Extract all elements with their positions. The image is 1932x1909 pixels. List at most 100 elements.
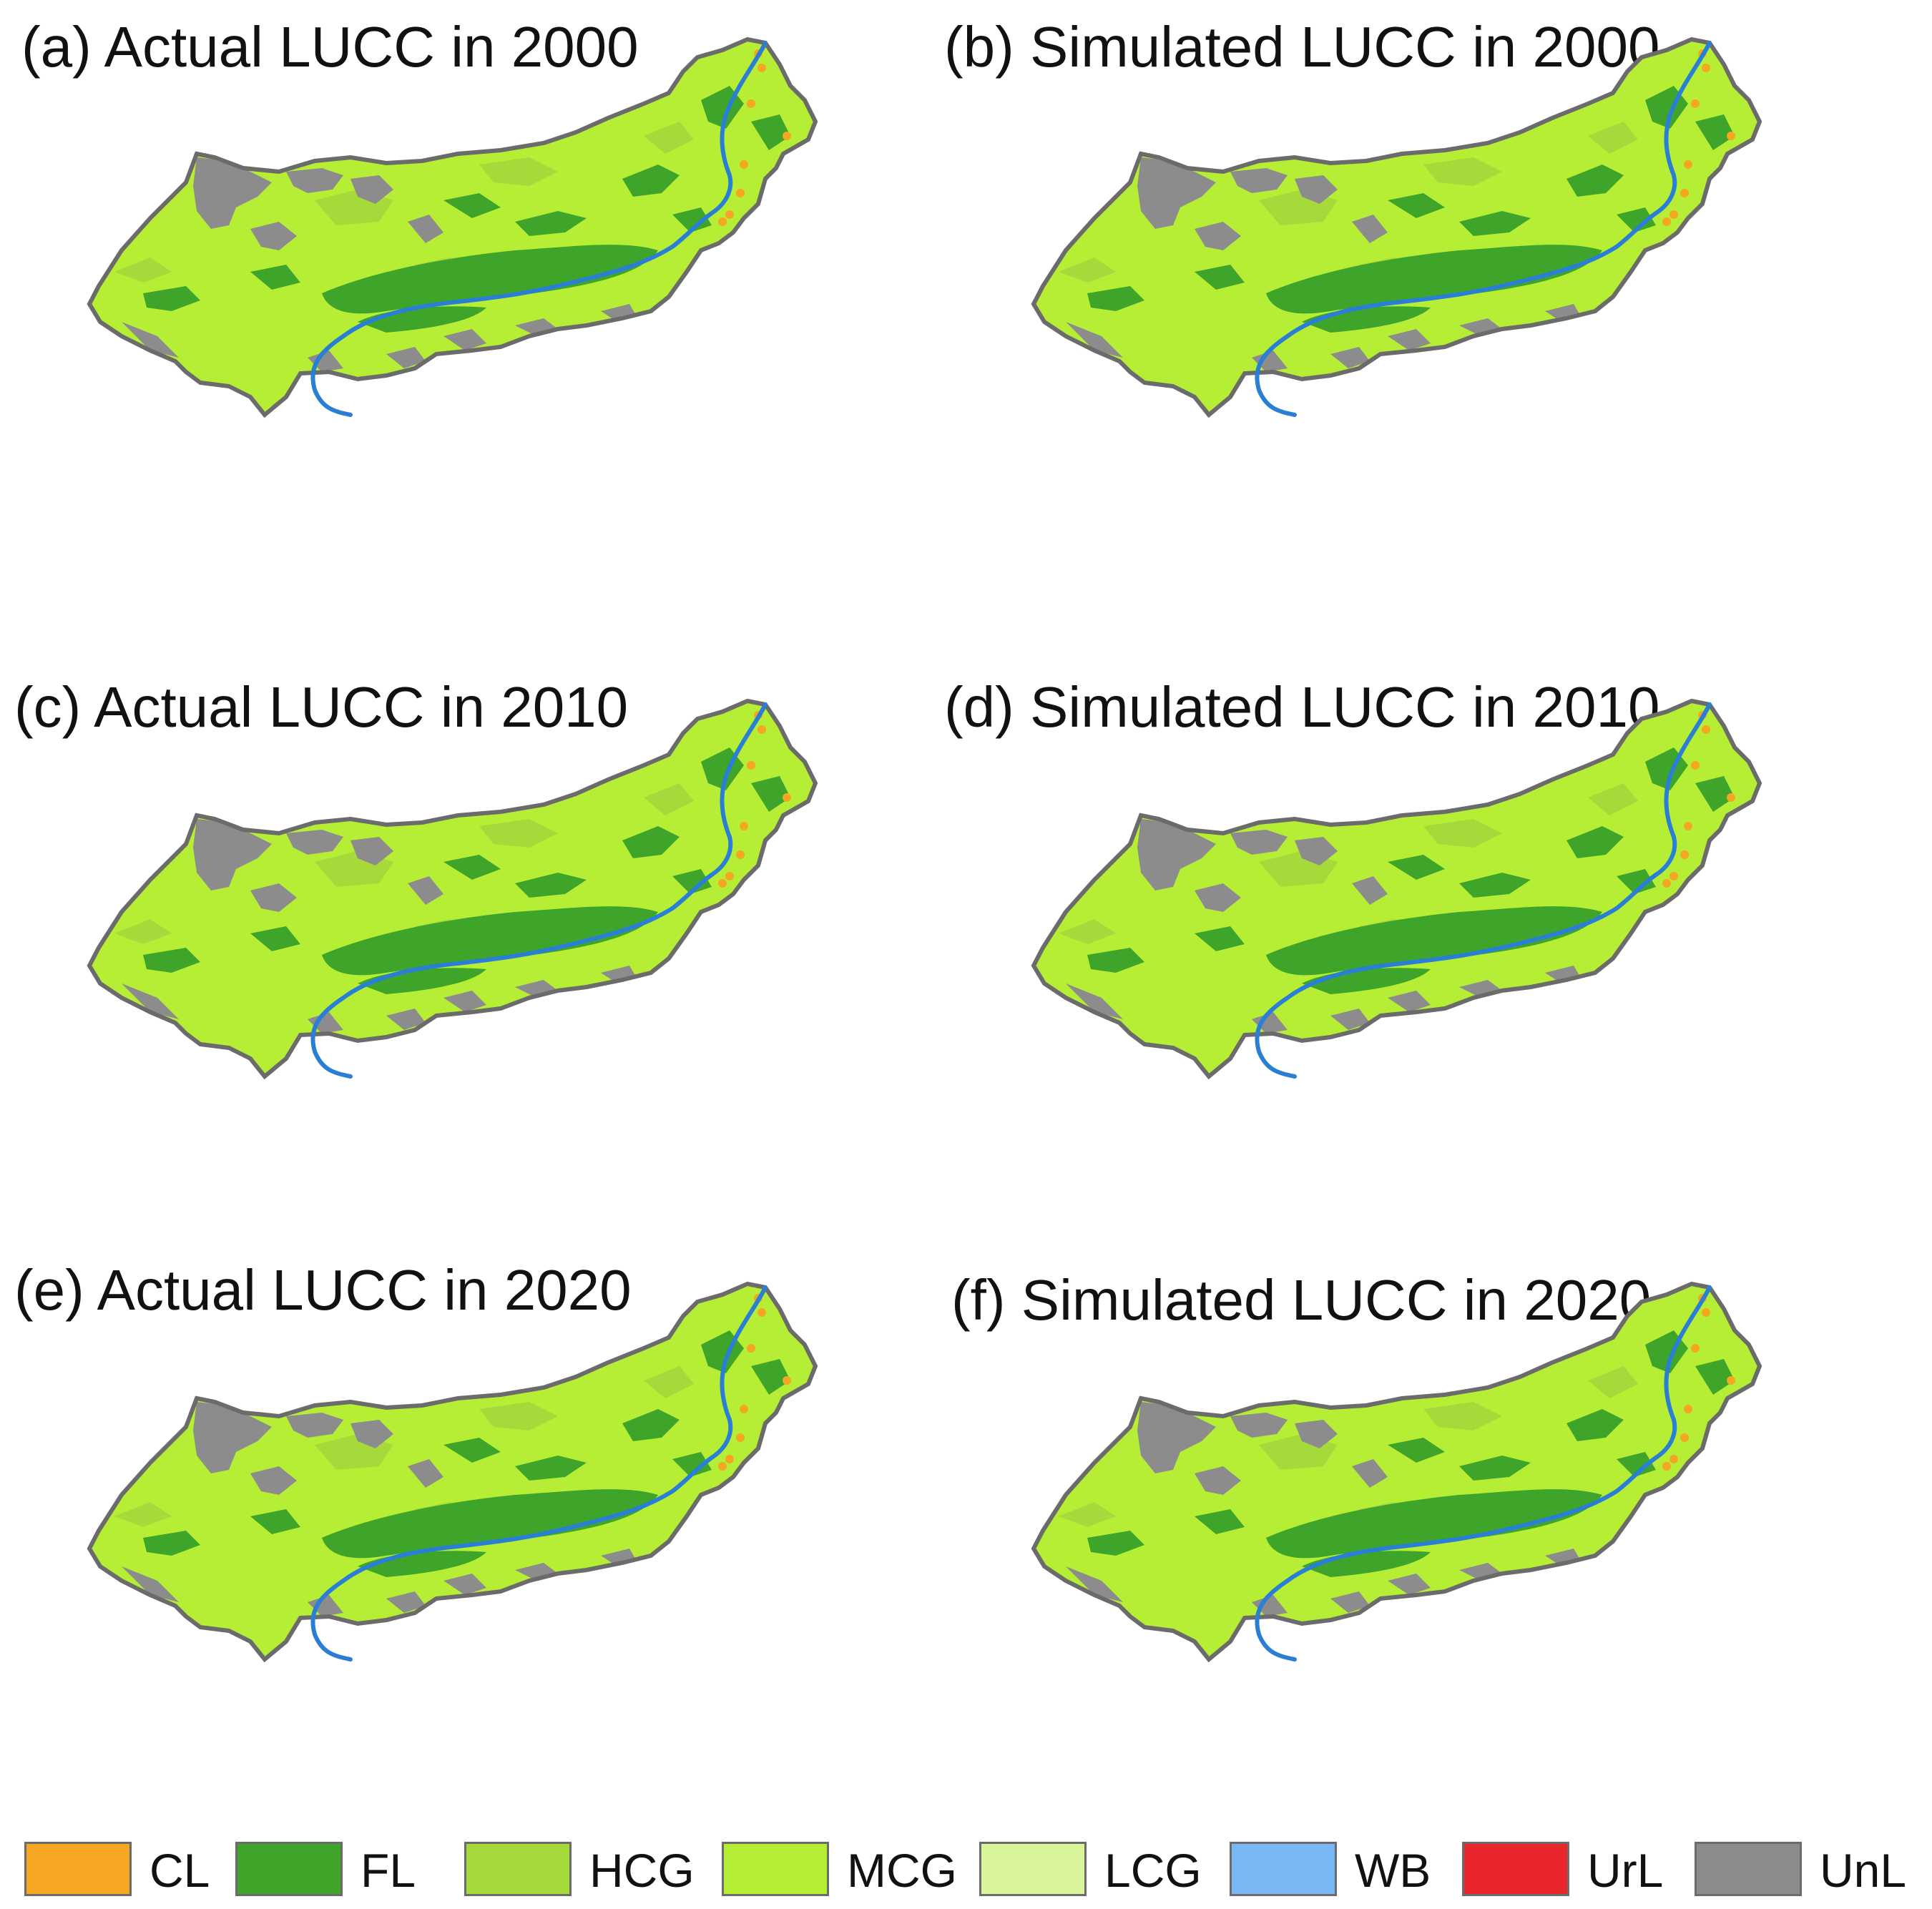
unl-patch <box>350 1420 393 1448</box>
unl-patch <box>1137 157 1216 229</box>
unl-patch <box>1388 991 1431 1012</box>
fl-patch <box>515 211 587 236</box>
hcg-patch <box>479 819 558 848</box>
cl-patch <box>736 850 745 859</box>
unl-patch <box>250 1466 297 1495</box>
fl-patch <box>1566 826 1624 858</box>
fl-patch <box>1195 926 1245 951</box>
map-layers <box>1031 698 1762 1080</box>
fl-patch <box>1695 114 1735 150</box>
fl-patch <box>572 912 622 937</box>
fl-patch <box>1617 1452 1656 1477</box>
fl-patch <box>751 1359 790 1395</box>
fl-patch <box>672 1452 712 1477</box>
fl-patch <box>515 873 587 898</box>
fl-patch <box>1195 265 1245 290</box>
cl-patch <box>725 872 734 880</box>
cl-patch <box>1702 1308 1710 1317</box>
fl-patch <box>1087 286 1144 311</box>
cl-patch <box>718 879 727 888</box>
mcg-area <box>1034 1284 1760 1659</box>
river-line <box>310 1285 768 1662</box>
unl-patch <box>1352 1459 1388 1488</box>
mcg-area <box>89 1284 815 1659</box>
basin-boundary <box>87 698 818 1080</box>
unl-patch <box>1066 1566 1123 1602</box>
unl-patch <box>193 1402 272 1473</box>
map-layers <box>87 1281 818 1663</box>
fl-patch <box>1459 1456 1531 1481</box>
hcg-patch <box>1059 1502 1116 1527</box>
lucc-map <box>87 698 818 1080</box>
fl-patch <box>622 826 680 858</box>
cl-patch <box>1662 217 1671 226</box>
fl-patch <box>672 207 712 232</box>
hcg-patch <box>1588 783 1638 815</box>
fl-patch <box>322 245 658 314</box>
fl-patch <box>143 286 200 311</box>
cl-patch <box>1680 1433 1689 1442</box>
fl-patch <box>672 869 712 894</box>
unl-patch <box>250 222 297 250</box>
cl-patch <box>725 210 734 219</box>
panel-title: (a) Actual LUCC in 2000 <box>21 15 639 79</box>
unl-patch <box>1295 1420 1338 1448</box>
unl-patch <box>1388 1574 1431 1595</box>
lucc-map <box>87 1281 818 1663</box>
cl-patch <box>1702 64 1710 72</box>
fl-patch <box>1388 855 1445 880</box>
hcg-patch <box>1588 1366 1638 1398</box>
legend-swatch <box>979 1842 1087 1896</box>
unl-patch <box>386 347 426 368</box>
fl-patch <box>622 1409 680 1441</box>
fl-patch <box>751 776 790 812</box>
cl-patch <box>1691 761 1700 770</box>
cl-patch <box>1662 879 1671 888</box>
cl-patch <box>783 793 791 802</box>
legend-swatch <box>1230 1842 1337 1896</box>
cl-patch <box>725 1455 734 1463</box>
unl-patch <box>193 819 272 890</box>
fl-patch <box>250 926 300 951</box>
hcg-patch <box>1423 1402 1502 1430</box>
unl-patch <box>443 329 486 350</box>
unl-patch <box>386 1591 426 1613</box>
fl-patch <box>572 1495 622 1520</box>
cl-patch <box>1684 1405 1692 1413</box>
unl-patch <box>1295 837 1338 865</box>
unl-patch <box>122 322 179 358</box>
fl-patch <box>1566 165 1624 197</box>
cl-patch <box>747 99 755 108</box>
unl-patch <box>250 883 297 912</box>
hcg-patch <box>1423 819 1502 848</box>
hcg-patch <box>1059 257 1116 283</box>
legend-swatch <box>722 1842 829 1896</box>
unl-patch <box>350 175 393 204</box>
legend-swatch <box>235 1842 343 1896</box>
cl-patch <box>718 217 727 226</box>
basin-boundary <box>87 36 818 418</box>
lucc-map <box>87 36 818 418</box>
panel-d: (d) Simulated LUCC in 2010 <box>944 676 1917 1305</box>
mcg-area <box>89 701 815 1076</box>
fl-patch <box>1617 207 1656 232</box>
map-layers <box>87 36 818 418</box>
unl-patch <box>1330 1591 1370 1613</box>
fl-patch <box>322 1489 658 1559</box>
hcg-patch <box>479 1402 558 1430</box>
fl-patch <box>1388 1438 1445 1463</box>
fl-patch <box>322 906 658 976</box>
unl-patch <box>193 157 272 229</box>
fl-patch <box>143 948 200 973</box>
panel-a: (a) Actual LUCC in 2000 <box>14 14 966 644</box>
fl-patch <box>1695 1359 1735 1395</box>
panel-title: (c) Actual LUCC in 2010 <box>14 675 629 739</box>
fl-patch <box>1617 869 1656 894</box>
cl-patch <box>740 160 748 169</box>
unl-patch <box>1066 322 1123 358</box>
unl-patch <box>1230 1413 1288 1438</box>
legend-label: WB <box>1355 1844 1431 1897</box>
legend-label: FL <box>361 1844 416 1897</box>
hcg-patch <box>114 257 172 283</box>
basin-boundary <box>1031 698 1762 1080</box>
